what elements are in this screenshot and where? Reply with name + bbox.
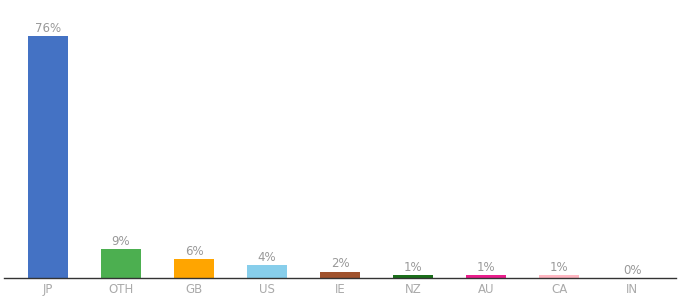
Text: 1%: 1%	[404, 260, 422, 274]
Text: 0%: 0%	[623, 264, 641, 277]
Bar	[393, 275, 433, 278]
Text: 9%: 9%	[112, 235, 131, 248]
Bar	[28, 36, 68, 278]
Bar	[247, 265, 287, 278]
Text: 4%: 4%	[258, 251, 276, 264]
Bar	[539, 275, 579, 278]
Text: 2%: 2%	[330, 257, 350, 270]
Bar	[174, 259, 214, 278]
Text: 1%: 1%	[477, 260, 495, 274]
Bar	[466, 275, 506, 278]
Text: 1%: 1%	[549, 260, 568, 274]
Bar	[320, 272, 360, 278]
Bar	[101, 249, 141, 278]
Text: 76%: 76%	[35, 22, 61, 35]
Text: 6%: 6%	[185, 244, 203, 258]
